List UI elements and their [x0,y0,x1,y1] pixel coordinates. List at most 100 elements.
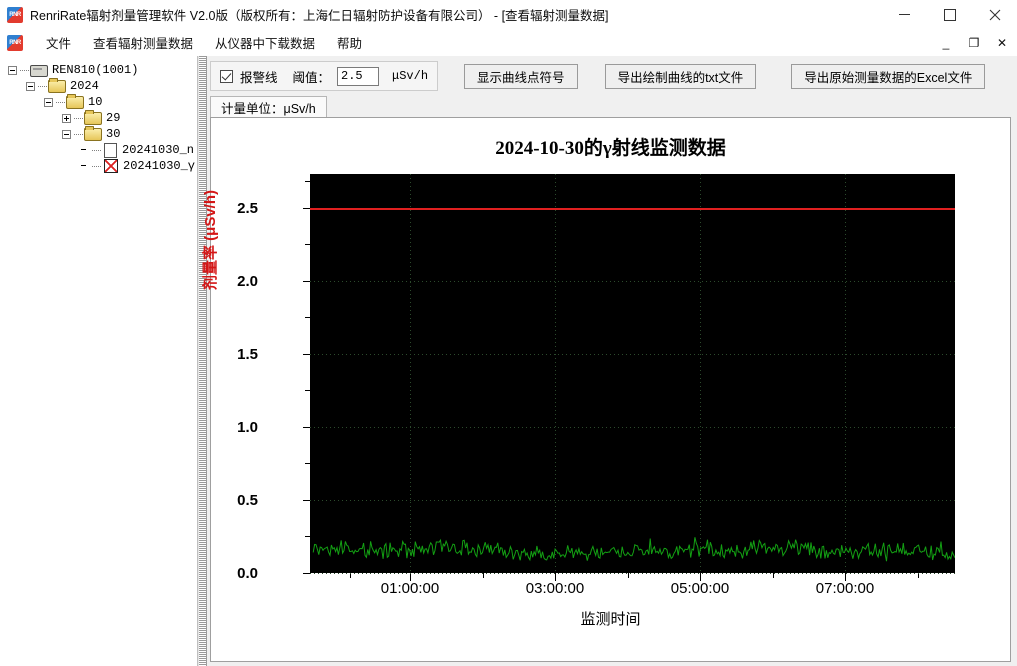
x-tick-label-0: 01:00:00 [380,580,440,597]
window-maximize-button[interactable] [927,0,972,29]
device-tree-panel: REN810(1001) 2024 10 29 [0,56,198,666]
window-controls [882,0,1017,29]
chart-pane: 报警线 阈值： μSv/h 显示曲线点符号 导出绘制曲线的txt文件 导出原始测… [202,56,1017,666]
tree-item-label: 20241030_γ [123,159,196,173]
tree-connector [92,165,102,167]
tree-item-label: 20241030_n [122,143,195,157]
y-tick-label-4: 2.0 [237,273,258,290]
x-tick-mark-1 [555,573,556,581]
x-tick-label-2: 05:00:00 [670,580,730,597]
expander-minus-icon[interactable] [62,129,71,139]
y-tick-mark-minor-3 [305,317,310,318]
panel-splitter[interactable] [198,56,207,666]
y-tick-mark-5 [303,208,310,209]
tree-item-day-30[interactable]: 30 [4,125,197,142]
tree-item-day-29[interactable]: 29 [4,109,197,126]
gridline-v-1 [555,174,556,573]
mdi-child-icon: RNR [7,34,23,51]
folder-icon [48,77,66,93]
alarm-threshold-line [310,208,955,210]
tree-connector [20,69,30,71]
alarm-line-label: 报警线 [240,70,278,85]
text-file-icon [104,142,117,158]
dose-rate-trace [312,537,955,562]
tree-item-file-n[interactable]: 20241030_n [4,142,197,158]
y-tick-mark-minor-4 [305,244,310,245]
window-close-button[interactable] [972,0,1017,29]
gridline-h-2 [310,427,955,428]
y-tick-mark-minor-5 [305,181,310,182]
minimize-icon [899,14,910,15]
x-tick-mark-3 [845,573,846,581]
mdi-restore-button[interactable]: ❐ [968,35,980,50]
tree-item-year-2024[interactable]: 2024 [4,77,197,94]
gridline-h-0 [310,573,955,574]
menu-item-view-radiation-data[interactable]: 查看辐射测量数据 [93,37,194,51]
gridline-h-1 [310,500,955,501]
expander-plus-icon[interactable] [62,113,71,123]
folder-icon [84,109,102,125]
alarm-line-checkbox[interactable] [220,69,233,83]
folder-icon [84,125,102,141]
expander-minus-icon[interactable] [44,97,53,107]
tree-connector [74,133,84,135]
y-tick-mark-minor-0 [305,536,310,537]
tree-item-label: 2024 [70,79,99,93]
tree-item-label: 29 [106,111,121,125]
expander-minus-icon[interactable] [26,81,35,91]
mdi-close-button[interactable]: ✕ [996,35,1008,50]
tree-item-label: 10 [88,95,103,109]
tree-item-month-10[interactable]: 10 [4,93,197,110]
y-tick-mark-2 [303,427,310,428]
unit-tabstrip: 计量单位：μSv/h [210,96,1011,118]
menu-item-file[interactable]: 文件 [46,37,72,51]
y-tick-mark-1 [303,500,310,501]
maximize-icon [943,8,956,21]
chart-title: 2024-10-30的γ射线监测数据 [495,138,726,159]
mdi-minimize-button[interactable]: _ [942,35,950,50]
y-tick-mark-4 [303,281,310,282]
y-tick-label-1: 0.5 [237,492,258,509]
export-curve-txt-button[interactable]: 导出绘制曲线的txt文件 [604,63,757,89]
gridline-v-3 [845,174,846,573]
show-curve-symbols-button[interactable]: 显示曲线点符号 [464,63,578,89]
y-tick-label-3: 1.5 [237,346,258,363]
tab-dose-unit[interactable]: 计量单位：μSv/h [210,96,327,117]
gridline-h-3 [310,354,955,355]
expander-placeholder [80,162,89,171]
y-tick-mark-minor-1 [305,463,310,464]
expander-minus-icon[interactable] [8,65,17,75]
menu-item-download-from-device[interactable]: 从仪器中下载数据 [215,37,316,51]
mdi-window-controls: _ ❐ ✕ [939,36,1017,50]
y-tick-mark-0 [303,573,310,574]
chart-toolbar: 报警线 阈值： μSv/h 显示曲线点符号 导出绘制曲线的txt文件 导出原始测… [210,59,1011,93]
gridline-h-4 [310,281,955,282]
y-tick-label-0: 0.0 [237,565,258,582]
tree-item-device[interactable]: REN810(1001) [4,62,197,78]
x-tick-mark-minor-0 [350,573,351,578]
expander-placeholder [80,146,89,155]
x-tick-label-1: 03:00:00 [525,580,585,597]
app-logo-icon: RNR [7,6,23,23]
tree-item-label: 30 [106,127,121,141]
window-titlebar: RNR RenriRate辐射剂量管理软件 V2.0版（版权所有：上海仁日辐射防… [0,0,1017,30]
tree-connector [92,149,102,151]
tree-item-label: REN810(1001) [52,63,139,77]
window-minimize-button[interactable] [882,0,927,29]
chart-panel: 2024-10-30的γ射线监测数据 剂量率 (μSv/h) 0.0 0.5 1… [202,117,1011,662]
menu-item-help[interactable]: 帮助 [337,37,363,51]
tree-connector [74,117,84,119]
threshold-input[interactable] [337,66,380,86]
x-tick-mark-minor-3 [773,573,774,578]
gamma-dose-chart: 2024-10-30的γ射线监测数据 剂量率 (μSv/h) 0.0 0.5 1… [202,118,1010,661]
x-tick-mark-minor-2 [628,573,629,578]
chart-plot-area [310,174,955,574]
x-tick-mark-minor-4 [918,573,919,578]
export-raw-excel-button[interactable]: 导出原始测量数据的Excel文件 [791,63,986,89]
y-tick-mark-3 [303,354,310,355]
y-tick-label-5: 2.5 [237,200,258,217]
tree-connector [38,85,48,87]
threshold-label: 阈值： [292,70,331,85]
window-title: RenriRate辐射剂量管理软件 V2.0版（版权所有：上海仁日辐射防护设备有… [30,9,609,23]
tree-item-file-gamma[interactable]: 20241030_γ [4,158,197,174]
